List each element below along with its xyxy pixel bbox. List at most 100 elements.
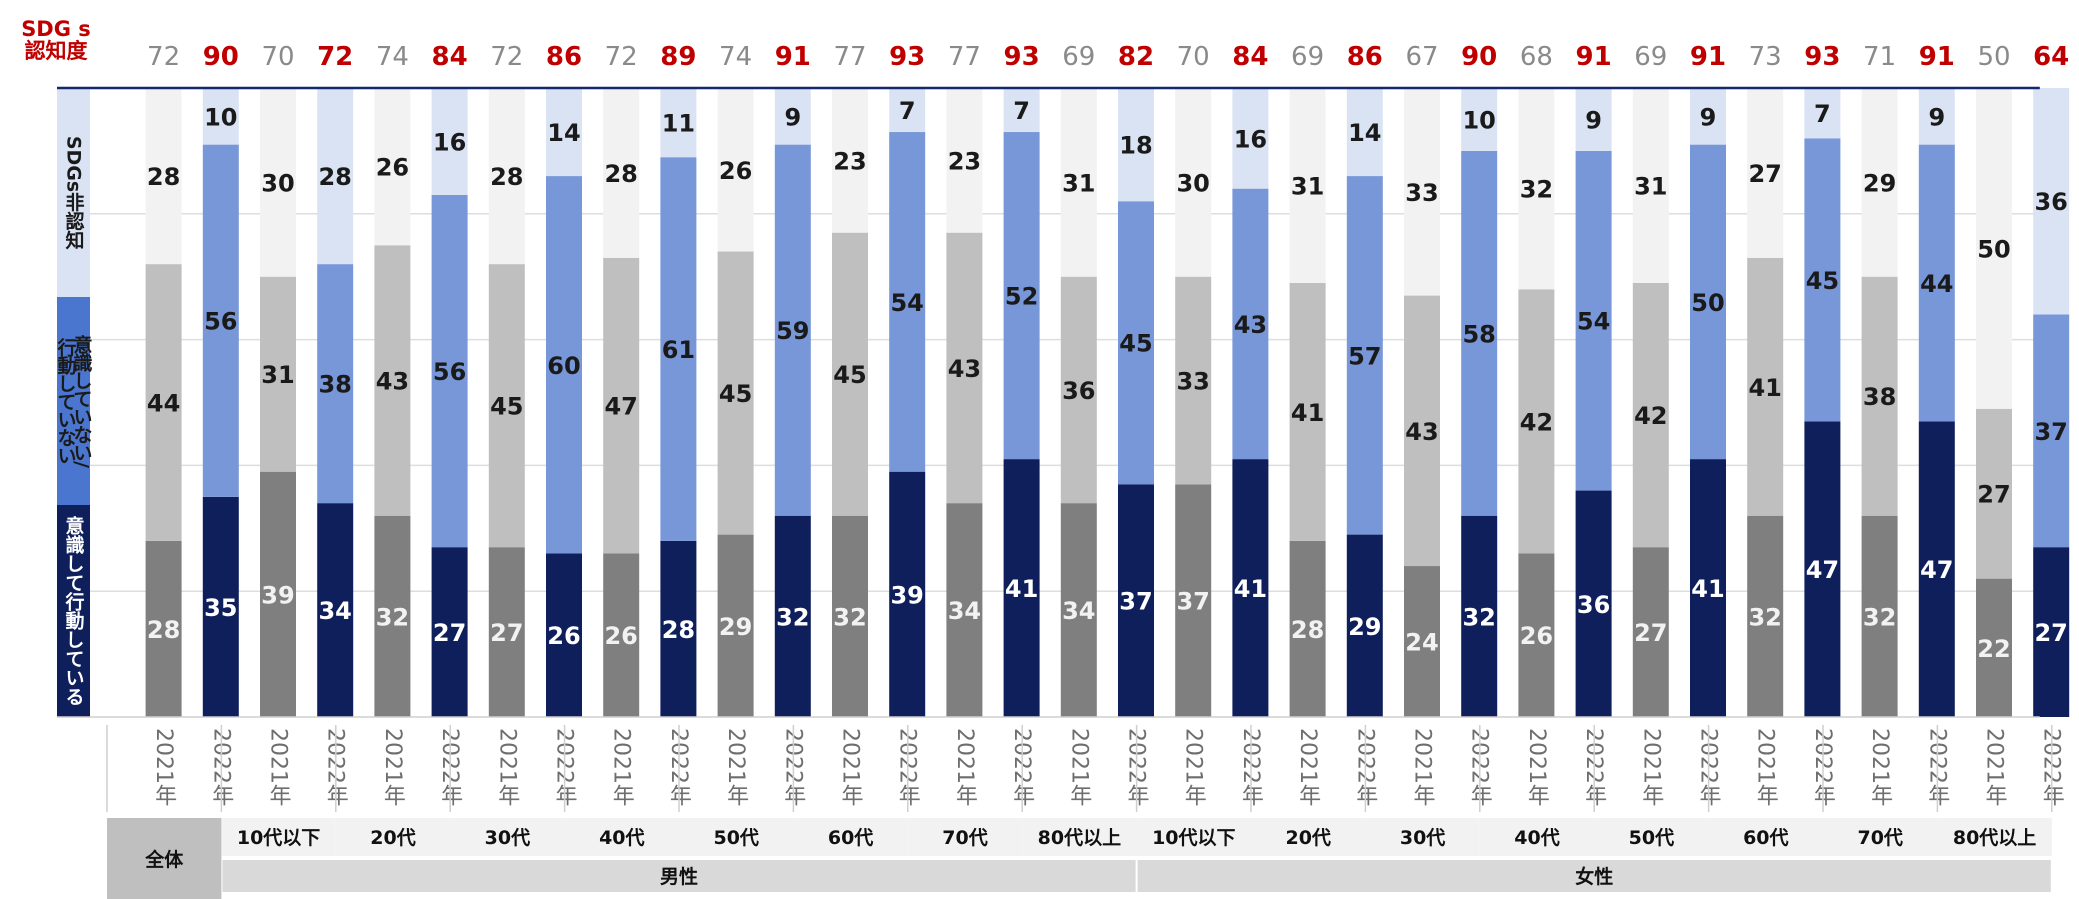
bar-act-4 bbox=[374, 515, 411, 717]
bar-noact-11 bbox=[774, 144, 811, 516]
bar-unaware-13 bbox=[889, 88, 926, 133]
bar-label-act-23: 32 bbox=[1462, 603, 1495, 631]
awareness-value-21: 86 bbox=[1347, 42, 1383, 72]
bar-label-act-11: 32 bbox=[776, 603, 809, 631]
bar-label-noact-31: 44 bbox=[1920, 270, 1953, 298]
bar-label-act-1: 35 bbox=[204, 594, 237, 622]
bar-unaware-17 bbox=[1118, 88, 1154, 202]
bar-label-noact-22: 43 bbox=[1405, 418, 1438, 446]
bar-unaware-16 bbox=[1060, 88, 1097, 277]
bar-label-unaware-22: 33 bbox=[1405, 179, 1438, 207]
bar-label-noact-8: 47 bbox=[604, 393, 637, 421]
group-cell-bg-11 bbox=[1365, 818, 1480, 856]
bar-act-10 bbox=[717, 534, 754, 717]
bar-unaware-22 bbox=[1404, 88, 1440, 296]
awareness-value-33: 64 bbox=[2033, 42, 2069, 72]
bar-noact-30 bbox=[1861, 276, 1898, 516]
year-label-24: 2021年 bbox=[1524, 728, 1549, 806]
bar-label-unaware-0: 28 bbox=[147, 163, 180, 191]
bar-label-act-32: 22 bbox=[1977, 635, 2010, 663]
awareness-value-7: 86 bbox=[546, 42, 582, 72]
bar-label-unaware-10: 26 bbox=[719, 157, 752, 185]
bar-noact-25 bbox=[1575, 150, 1612, 491]
year-label-4: 2021年 bbox=[380, 728, 405, 806]
bar-label-unaware-31: 9 bbox=[1928, 103, 1945, 131]
bar-unaware-14 bbox=[946, 88, 983, 233]
bar-label-unaware-21: 14 bbox=[1348, 119, 1381, 147]
awareness-value-18: 70 bbox=[1177, 42, 1210, 72]
awareness-value-14: 77 bbox=[948, 42, 981, 72]
bar-label-act-22: 24 bbox=[1405, 629, 1438, 657]
bar-unaware-33 bbox=[2033, 88, 2070, 315]
year-label-26: 2021年 bbox=[1638, 728, 1663, 806]
bar-label-noact-24: 42 bbox=[1520, 408, 1553, 436]
group-cell-bg-4 bbox=[564, 818, 679, 856]
bar-label-noact-12: 45 bbox=[833, 361, 866, 389]
legend-label-noact-2: 行動していない bbox=[55, 337, 78, 464]
bar-label-unaware-33: 36 bbox=[2034, 188, 2067, 216]
bar-label-act-29: 47 bbox=[1806, 556, 1839, 584]
bar-noact-28 bbox=[1747, 257, 1784, 516]
bar-noact-3 bbox=[317, 264, 354, 504]
awareness-value-29: 93 bbox=[1804, 42, 1840, 72]
bar-act-0 bbox=[145, 540, 182, 717]
awareness-value-1: 90 bbox=[203, 42, 239, 72]
bar-label-noact-26: 42 bbox=[1634, 402, 1667, 430]
bar-label-unaware-19: 16 bbox=[1234, 125, 1267, 153]
bar-act-7 bbox=[546, 553, 582, 717]
awareness-value-6: 72 bbox=[490, 42, 523, 72]
bar-act-16 bbox=[1060, 503, 1097, 717]
bar-label-unaware-7: 14 bbox=[547, 119, 580, 147]
bar-unaware-0 bbox=[145, 88, 182, 265]
year-label-32: 2021年 bbox=[1982, 728, 2007, 806]
group-cell-bg-15 bbox=[1823, 818, 1938, 856]
bar-noact-15 bbox=[1003, 132, 1040, 460]
group-cell-bg-14 bbox=[1708, 818, 1823, 856]
bar-label-act-27: 41 bbox=[1691, 575, 1724, 603]
bar-label-unaware-14: 23 bbox=[948, 147, 981, 175]
bar-act-21 bbox=[1346, 534, 1383, 717]
group-cell-bg-0 bbox=[107, 818, 222, 899]
bar-act-5 bbox=[431, 547, 468, 717]
bar-label-unaware-26: 31 bbox=[1634, 172, 1667, 200]
bar-label-act-26: 27 bbox=[1634, 619, 1667, 647]
group-cell-bg-3 bbox=[450, 818, 565, 856]
bar-label-unaware-3: 28 bbox=[318, 163, 351, 191]
bar-act-30 bbox=[1861, 515, 1898, 717]
bar-unaware-20 bbox=[1289, 88, 1326, 283]
awareness-value-30: 71 bbox=[1863, 42, 1896, 72]
group-label-10: 20代 bbox=[1285, 827, 1330, 849]
group-label-9: 10代以下 bbox=[1152, 827, 1235, 849]
bar-noact-23 bbox=[1461, 150, 1498, 516]
group-label-14: 60代 bbox=[1743, 827, 1788, 849]
bar-label-act-24: 26 bbox=[1520, 622, 1553, 650]
bar-unaware-28 bbox=[1747, 88, 1784, 258]
bar-noact-18 bbox=[1175, 276, 1212, 485]
bar-label-act-12: 32 bbox=[833, 603, 866, 631]
awareness-value-2: 70 bbox=[261, 42, 294, 72]
bar-noact-12 bbox=[832, 232, 868, 516]
year-label-28: 2021年 bbox=[1753, 728, 1778, 806]
year-label-22: 2021年 bbox=[1410, 728, 1435, 806]
bar-label-act-14: 34 bbox=[948, 597, 981, 625]
bar-unaware-1 bbox=[202, 88, 239, 145]
year-label-30: 2021年 bbox=[1867, 728, 1892, 806]
bar-unaware-5 bbox=[431, 88, 468, 195]
group-cell-bg-7 bbox=[907, 818, 1023, 856]
group-label-13: 50代 bbox=[1629, 827, 1674, 849]
bar-label-unaware-2: 30 bbox=[261, 169, 294, 197]
bar-label-unaware-11: 9 bbox=[784, 103, 801, 131]
bar-act-12 bbox=[832, 515, 868, 717]
awareness-value-16: 69 bbox=[1062, 42, 1095, 72]
bar-label-noact-28: 41 bbox=[1748, 374, 1781, 402]
bar-label-noact-3: 38 bbox=[318, 371, 351, 399]
bar-unaware-19 bbox=[1232, 88, 1269, 189]
group-label-15: 70代 bbox=[1857, 827, 1902, 849]
awareness-value-25: 91 bbox=[1576, 42, 1612, 72]
awareness-title-line-1: SDG s bbox=[21, 17, 91, 41]
bar-unaware-10 bbox=[717, 88, 754, 252]
bar-unaware-2 bbox=[260, 88, 296, 277]
awareness-value-13: 93 bbox=[889, 42, 925, 72]
bar-noact-5 bbox=[431, 194, 468, 548]
bar-label-unaware-6: 28 bbox=[490, 163, 523, 191]
